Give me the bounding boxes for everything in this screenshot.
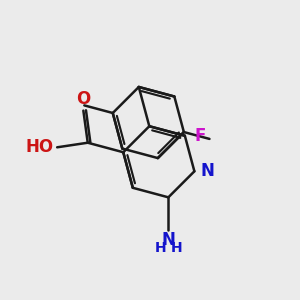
Text: H: H [154,241,166,255]
Text: H: H [171,241,182,255]
Text: F: F [195,127,206,145]
Text: N: N [161,231,175,249]
Text: N: N [201,162,215,180]
Text: O: O [76,90,91,108]
Text: HO: HO [26,138,54,156]
